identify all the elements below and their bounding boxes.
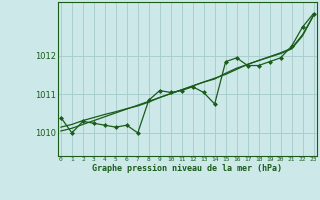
X-axis label: Graphe pression niveau de la mer (hPa): Graphe pression niveau de la mer (hPa): [92, 164, 282, 173]
